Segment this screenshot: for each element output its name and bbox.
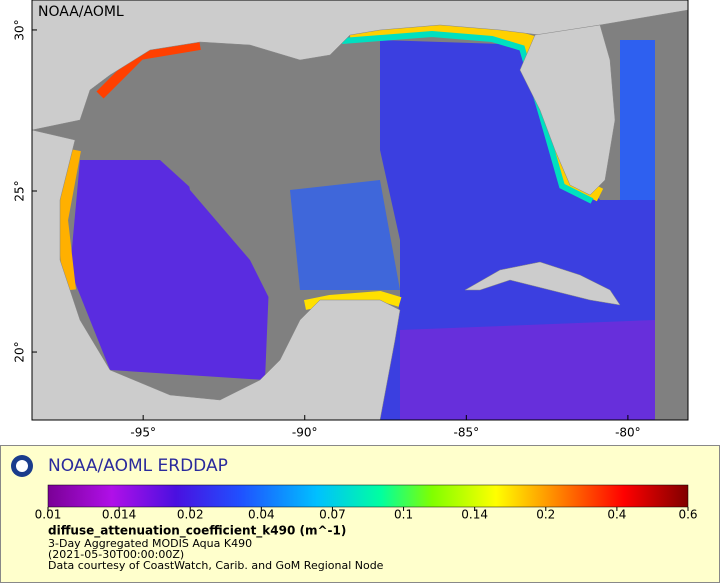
watermark: NOAA/AOML — [38, 4, 124, 20]
y-tick-label: 25° — [13, 180, 27, 201]
map: NOAA/AOML — [32, 0, 688, 420]
colorbar — [47, 484, 689, 508]
y-tick-label: 20° — [13, 341, 27, 362]
data-region — [290, 180, 400, 290]
colorbar-tick-label: 0.2 — [536, 508, 555, 522]
colorbar-ticks: 0.01 0.014 0.02 0.04 0.07 0.1 0.14 0.2 0.4 0.6 — [35, 507, 698, 522]
colorbar-tick-label: 0.014 — [102, 508, 136, 522]
map-frame — [31, 0, 689, 421]
legend-title: NOAA/AOML ERDDAP — [48, 456, 228, 476]
x-tick-label: -90° — [292, 426, 318, 440]
logo — [16, 460, 28, 472]
subtitle: (2021-05-30T00:00:00Z) — [48, 548, 184, 561]
credit: Data courtesy of CoastWatch, Carib. and … — [48, 559, 384, 572]
no-data — [655, 195, 688, 420]
colorbar-tick-label: 0.02 — [177, 508, 204, 522]
variable-name: diffuse_attenuation_coefficient_k490 (m^… — [48, 524, 346, 539]
colorbar-tick-label: 0.07 — [319, 508, 346, 522]
colorbar-tick-label: 0.01 — [35, 508, 62, 522]
y-tick-label: 30° — [13, 19, 27, 40]
land — [32, 129, 401, 420]
no-data — [160, 45, 300, 300]
data-region — [400, 320, 655, 420]
axes: -95° -90° -85° -80° 20° 25° 30° — [13, 19, 641, 439]
x-tick-label: -80° — [615, 426, 641, 440]
data-region — [620, 40, 655, 200]
legend-panel — [0, 445, 720, 583]
colorbar-tick-label: 0.6 — [678, 508, 697, 522]
colorbar-tick-label: 0.1 — [394, 508, 413, 522]
coastal-band — [341, 30, 594, 204]
colorbar-tick-label: 0.4 — [607, 508, 626, 522]
colorbar-tick-label: 0.04 — [248, 508, 275, 522]
subtitle: 3-Day Aggregated MODIS Aqua K490 — [48, 537, 252, 550]
colorbar-tick-label: 0.14 — [461, 508, 488, 522]
land — [519, 24, 616, 196]
x-tick-label: -95° — [130, 426, 156, 440]
coastal-band — [55, 148, 81, 291]
land — [464, 261, 621, 306]
x-tick-label: -85° — [454, 426, 480, 440]
